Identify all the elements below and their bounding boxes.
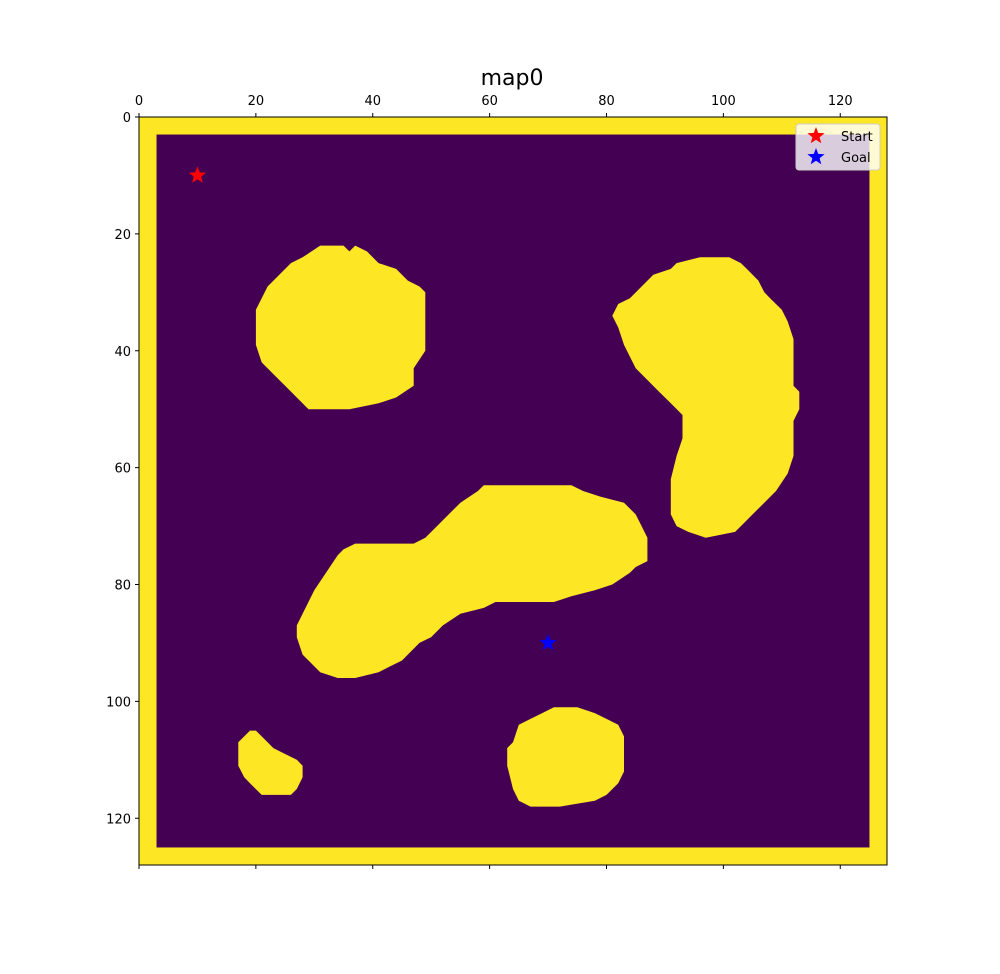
x-tick-label: 60	[481, 94, 498, 109]
obstacle-right-crescent	[612, 257, 800, 538]
y-tick-label: 80	[114, 579, 131, 594]
x-axis: 0 20 40 60 80 100 120	[135, 94, 853, 869]
markers	[188, 166, 557, 651]
obstacle-bottom-left-blob	[238, 730, 303, 795]
x-tick-label: 40	[364, 94, 381, 109]
goal-marker	[539, 633, 557, 651]
start-marker	[188, 166, 206, 183]
obstacle-bottom-center-blob	[507, 707, 624, 807]
y-tick-label: 0	[123, 111, 131, 126]
x-tick-label: 80	[598, 94, 615, 109]
legend-goal-icon	[807, 148, 825, 165]
legend-goal-label: Goal	[841, 151, 871, 166]
y-tick-label: 20	[114, 228, 131, 243]
y-tick-label: 120	[106, 812, 131, 827]
legend-start-label: Start	[841, 130, 873, 145]
y-tick-label: 100	[106, 695, 131, 710]
x-tick-label: 120	[828, 94, 853, 109]
legend-start-icon	[807, 127, 825, 144]
axes-frame	[138, 116, 888, 866]
x-tick-label: 20	[248, 94, 265, 109]
obstacle-center-bean	[296, 485, 648, 678]
chart-title: map0	[481, 66, 544, 91]
y-axis: 0 20 40 60 80 100 120	[106, 111, 139, 827]
y-tick-label: 60	[114, 462, 131, 477]
y-tick-label: 40	[114, 345, 131, 360]
x-tick-label: 100	[711, 94, 736, 109]
legend: Start Goal	[795, 123, 881, 171]
x-tick-label: 0	[135, 94, 143, 109]
plot-area	[138, 116, 888, 866]
obstacle-top-left-blob	[255, 245, 426, 410]
